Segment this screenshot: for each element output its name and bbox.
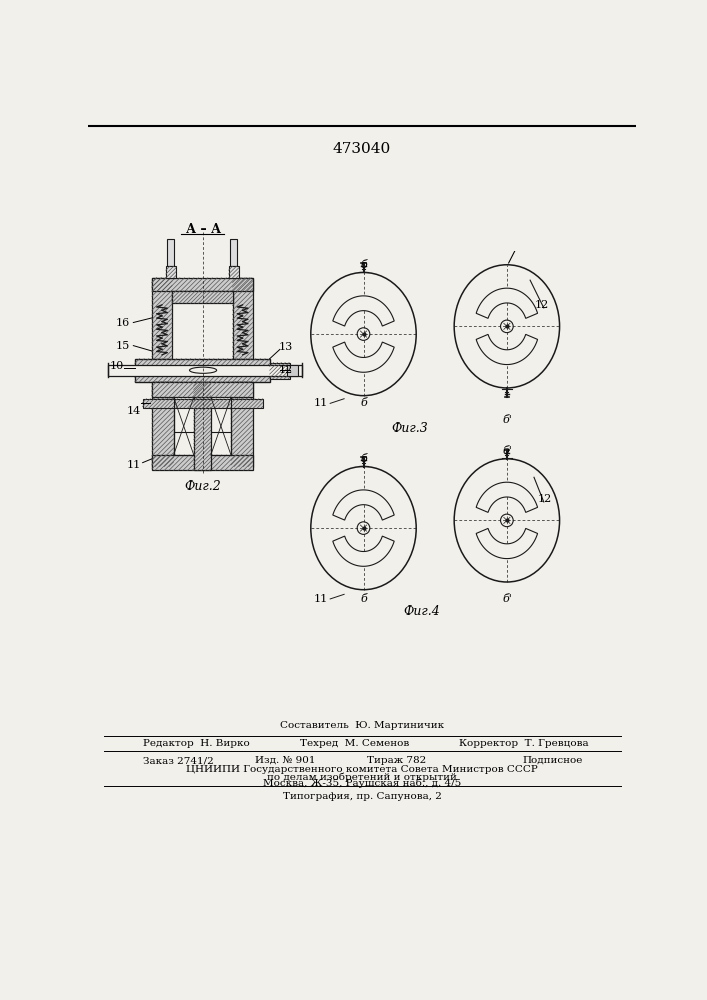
Polygon shape [152, 278, 172, 359]
Text: 11: 11 [127, 460, 141, 470]
Text: по делам изобретений и открытий: по делам изобретений и открытий [267, 772, 457, 782]
Text: А – А: А – А [185, 223, 221, 236]
Text: Изд. № 901: Изд. № 901 [255, 756, 315, 765]
Polygon shape [107, 365, 301, 376]
Polygon shape [477, 482, 537, 512]
Text: 473040: 473040 [333, 142, 391, 156]
Text: 13: 13 [279, 342, 293, 352]
Polygon shape [166, 266, 176, 278]
Text: б: б [360, 454, 367, 464]
Text: б: б [360, 260, 367, 270]
Polygon shape [333, 490, 395, 520]
Polygon shape [228, 266, 239, 278]
Text: Корректор  Т. Гревцова: Корректор Т. Гревцова [459, 739, 588, 748]
Text: Составитель  Ю. Мартиничик: Составитель Ю. Мартиничик [280, 721, 444, 730]
Ellipse shape [189, 367, 216, 373]
Polygon shape [233, 278, 252, 359]
Text: /: / [508, 250, 513, 264]
Text: 11: 11 [314, 398, 328, 408]
Text: 11: 11 [314, 594, 328, 604]
Polygon shape [333, 536, 395, 566]
Text: 12: 12 [279, 365, 293, 375]
Text: Типография, пр. Сапунова, 2: Типография, пр. Сапунова, 2 [283, 792, 441, 801]
Polygon shape [152, 382, 174, 466]
Text: Фиг.4: Фиг.4 [403, 605, 440, 618]
Polygon shape [230, 239, 237, 266]
Polygon shape [333, 342, 395, 372]
Text: б: б [360, 398, 367, 408]
Text: 14: 14 [127, 406, 141, 416]
Polygon shape [172, 291, 233, 303]
Text: 16: 16 [116, 318, 130, 328]
Text: Фиг.3: Фиг.3 [392, 422, 428, 434]
Polygon shape [135, 359, 270, 382]
Text: Тираж 782: Тираж 782 [368, 756, 426, 765]
Polygon shape [477, 334, 537, 365]
Text: Редактор  Н. Вирко: Редактор Н. Вирко [143, 739, 250, 748]
Polygon shape [231, 382, 252, 466]
Polygon shape [333, 296, 395, 326]
Text: 10: 10 [109, 361, 124, 371]
Text: б': б' [502, 415, 512, 425]
Text: Фиг.2: Фиг.2 [185, 480, 221, 493]
Text: 12: 12 [534, 300, 549, 310]
Text: ЦНИИПИ Государственного комитета Совета Министров СССР: ЦНИИПИ Государственного комитета Совета … [186, 765, 538, 774]
Text: Заказ 2741/2: Заказ 2741/2 [143, 756, 214, 765]
Polygon shape [194, 382, 211, 470]
Text: 12: 12 [538, 494, 552, 504]
Text: Подписное: Подписное [522, 756, 583, 765]
Text: б: б [360, 594, 367, 604]
Polygon shape [152, 455, 252, 470]
Polygon shape [287, 365, 298, 376]
Text: б': б' [502, 446, 512, 456]
Text: б': б' [502, 594, 512, 604]
Polygon shape [477, 528, 537, 559]
Text: Москва, Ж-35, Раушская наб., д. 4/5: Москва, Ж-35, Раушская наб., д. 4/5 [263, 779, 461, 788]
Polygon shape [152, 382, 252, 397]
Polygon shape [143, 399, 263, 408]
Polygon shape [152, 278, 252, 291]
Text: 15: 15 [116, 341, 130, 351]
Polygon shape [477, 288, 537, 318]
Text: Техред  М. Семенов: Техред М. Семенов [300, 739, 409, 748]
Polygon shape [270, 363, 290, 379]
Polygon shape [168, 239, 175, 266]
